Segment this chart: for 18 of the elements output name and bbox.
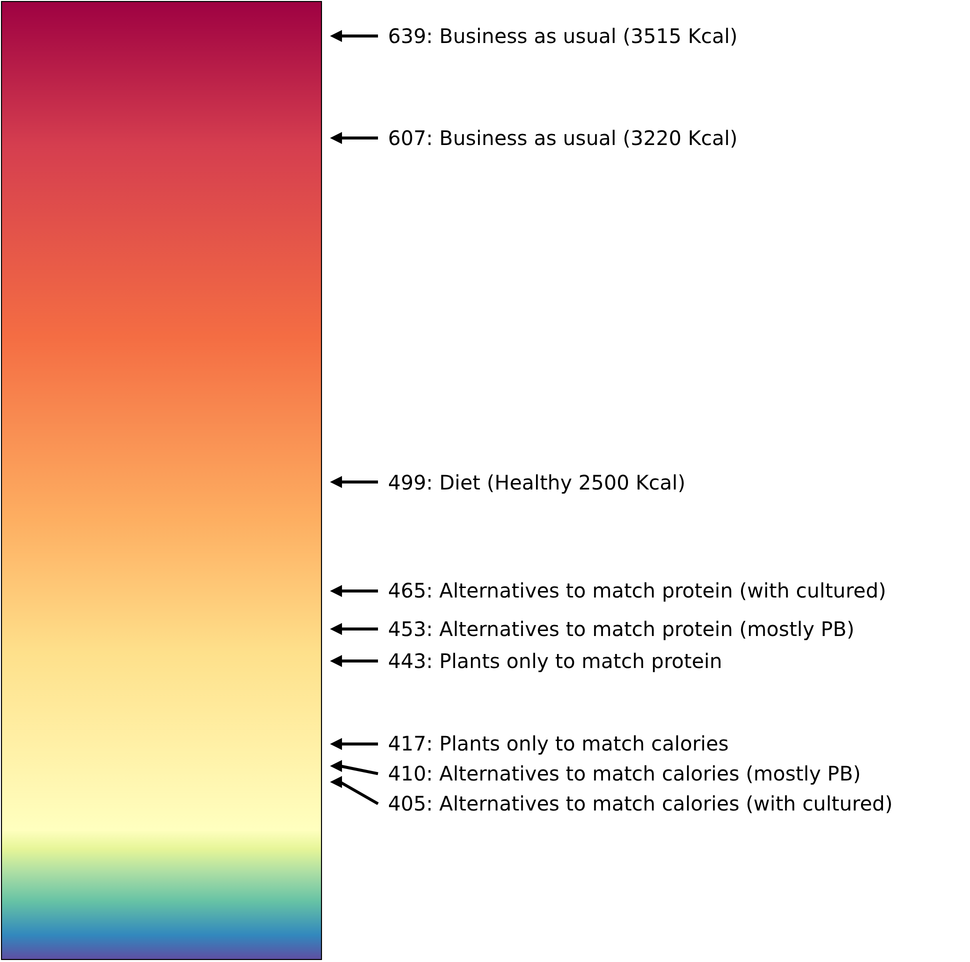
data-label: 639: — [388, 24, 433, 48]
category-label: Business as usual (3220 Kcal) — [439, 126, 738, 150]
category-label: Alternatives to match protein (with cultured) — [439, 578, 886, 603]
data-label: 410: — [388, 762, 433, 786]
category-label: Alternatives to match calories (with cultured) — [439, 792, 893, 816]
data-label: 405: — [388, 792, 433, 816]
data-label: 499: — [388, 470, 433, 494]
category-label: Alternatives to match calories (mostly PB) — [439, 762, 861, 786]
category-label: Plants only to match protein — [439, 648, 722, 673]
data-label: 417: — [388, 732, 433, 756]
category-label: Diet (Healthy 2500 Kcal) — [439, 470, 686, 494]
data-label: 607: — [388, 126, 433, 150]
data-label: 453: — [388, 616, 433, 641]
category-label: Plants only to match calories — [439, 732, 729, 756]
category-label: Business as usual (3515 Kcal) — [439, 24, 738, 48]
data-label: 465: — [388, 578, 433, 603]
category-label: Alternatives to match protein (mostly PB) — [439, 616, 854, 641]
data-label: 443: — [388, 648, 433, 673]
